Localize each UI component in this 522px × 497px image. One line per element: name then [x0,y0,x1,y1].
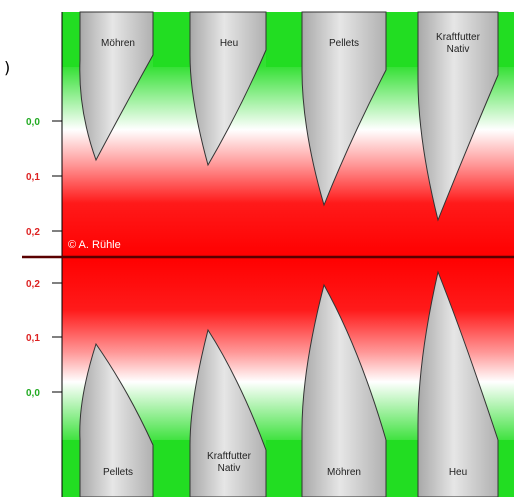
green-strip-top [153,12,190,67]
lower-tick-label: 0,0 [26,388,40,399]
upper-tooth-shape [189,11,267,167]
lower-tooth-shape [417,270,499,497]
upper-tooth-shape [301,11,387,207]
upper-tooth-shape [417,11,499,222]
upper-tooth-shape [79,11,154,162]
column-gaps [62,12,514,497]
corner-mark: ) [4,58,11,77]
copyright-label: © A. Rühle [68,239,121,251]
green-strip-top [266,12,302,67]
lower-tooth-shape [79,342,154,497]
lower-tooth-2: Kraftfutter Nativ [189,328,267,497]
upper-tooth-label: Möhren [101,38,135,49]
lower-tooth-3: Möhren [301,283,387,497]
green-strip-bottom [153,440,190,497]
green-strip-bottom [266,440,302,497]
upper-tooth-label: Heu [220,38,238,49]
upper-tooth-4: Kraftfutter Nativ [417,11,499,222]
lower-teeth: Pellets Kraftfutter Nativ Möhren Heu [79,270,499,497]
upper-tooth-2: Heu [189,11,267,167]
upper-tick-label: 0,2 [26,227,40,238]
green-strip-top [497,12,514,67]
upper-teeth: Möhren Heu Pellets Kraftfutter Nativ [79,11,499,222]
upper-tooth-label: Kraftfutter Nativ [436,32,481,55]
green-strip-top [62,12,80,67]
lower-tick-label: 0,1 [26,333,40,344]
lower-axis: 0,2 0,1 0,0 [26,279,62,399]
lower-tooth-shape [301,283,387,497]
lower-tooth-label: Pellets [103,467,133,478]
lower-tooth-label: Kraftfutter Nativ [207,451,252,474]
upper-tooth-3: Pellets [301,11,387,207]
upper-tick-label: 0,1 [26,172,40,183]
lower-tick-label: 0,2 [26,279,40,290]
green-strip-bottom [386,440,418,497]
lower-tooth-label: Heu [449,467,467,478]
lower-tooth-shape [189,328,267,497]
green-strip-bottom [62,440,80,497]
lower-tooth-label: Möhren [327,467,361,478]
green-strip-top [386,12,418,67]
lower-tooth-1: Pellets [79,342,154,497]
upper-tick-label: 0,0 [26,117,40,128]
upper-tooth-1: Möhren [79,11,154,162]
upper-axis: 0,0 0,1 0,2 [26,117,62,238]
lower-tooth-4: Heu [417,270,499,497]
green-strip-bottom [497,440,514,497]
upper-tooth-label: Pellets [329,38,359,49]
